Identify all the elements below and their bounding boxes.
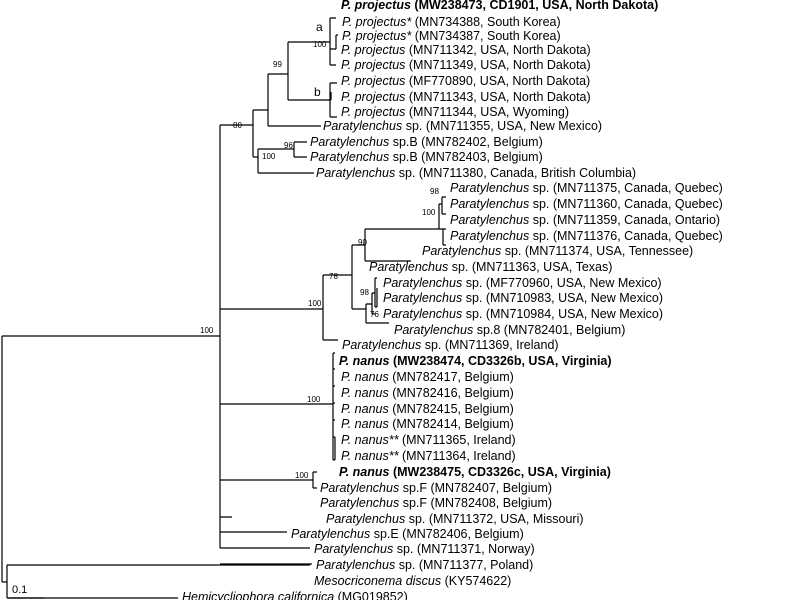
tip-label: P. nanus (MW238474, CD3326b, USA, Virgin… bbox=[339, 354, 612, 368]
support-value: 98 bbox=[430, 187, 439, 196]
support-value: 100 bbox=[313, 40, 327, 49]
tip-labels: P. projectus (MW238473, CD1901, USA, Nor… bbox=[182, 0, 723, 600]
clade-labels: a b bbox=[314, 20, 323, 99]
tip-label: Paratylenchus sp. (MN711372, USA, Missou… bbox=[326, 512, 584, 526]
tip-label: Paratylenchus sp. (MF770960, USA, New Me… bbox=[383, 276, 662, 290]
tip-label: P. nanus** (MN711364, Ireland) bbox=[341, 449, 516, 463]
tip-label: P. projectus* (MN734388, South Korea) bbox=[342, 15, 561, 29]
support-value: 100 bbox=[295, 471, 309, 480]
support-value: 98 bbox=[360, 288, 369, 297]
tip-label: Paratylenchus sp.B (MN782403, Belgium) bbox=[310, 150, 543, 164]
tree-branches bbox=[1, 17, 446, 599]
tip-label: Paratylenchus sp. (MN711376, Canada, Que… bbox=[450, 229, 723, 243]
tip-label: P. projectus (MN711343, USA, North Dakot… bbox=[341, 90, 591, 104]
tip-label: Paratylenchus sp.F (MN782408, Belgium) bbox=[320, 496, 552, 510]
tip-label: Hemicycliophora californica (MG019852) bbox=[182, 590, 408, 600]
support-value: 96 bbox=[284, 141, 293, 150]
tip-label: P. nanus (MN782416, Belgium) bbox=[341, 386, 514, 400]
tip-label: Paratylenchus sp. (MN711359, Canada, Ont… bbox=[450, 213, 720, 227]
tip-label: Paratylenchus sp. (MN711355, USA, New Me… bbox=[323, 119, 602, 133]
tip-label: Paratylenchus sp. (MN711374, USA, Tennes… bbox=[422, 244, 693, 258]
tip-label: Paratylenchus sp. (MN711377, Poland) bbox=[316, 558, 533, 572]
scale-bar: 0.1 bbox=[8, 584, 44, 599]
clade-label-b: b bbox=[314, 85, 321, 99]
tip-label: P. nanus (MN782415, Belgium) bbox=[341, 402, 514, 416]
support-value: 100 bbox=[308, 299, 322, 308]
tip-label: Paratylenchus sp. (MN711360, Canada, Que… bbox=[450, 197, 723, 211]
support-value: 99 bbox=[273, 60, 282, 69]
support-value: 76 bbox=[370, 310, 379, 319]
support-value: 90 bbox=[358, 238, 367, 247]
scale-bar-label: 0.1 bbox=[12, 584, 27, 596]
tip-label: P. nanus (MW238475, CD3326c, USA, Virgin… bbox=[339, 465, 611, 479]
tip-label: P. nanus (MN782414, Belgium) bbox=[341, 417, 514, 431]
tip-label: P. projectus (MN711342, USA, North Dakot… bbox=[341, 43, 591, 57]
tip-label: P. projectus* (MN734387, South Korea) bbox=[342, 29, 561, 43]
tip-label: Paratylenchus sp. (MN711363, USA, Texas) bbox=[369, 260, 612, 274]
support-value: 100 bbox=[307, 395, 321, 404]
support-values: 100 99 80 96 100 98 100 90 78 98 76 100 … bbox=[200, 40, 439, 480]
tip-label: Paratylenchus sp. (MN711380, Canada, Bri… bbox=[316, 166, 636, 180]
tip-label: Paratylenchus sp.B (MN782402, Belgium) bbox=[310, 135, 543, 149]
tip-label: Paratylenchus sp. (MN710984, USA, New Me… bbox=[383, 307, 663, 321]
support-value: 100 bbox=[262, 152, 276, 161]
support-value: 78 bbox=[329, 272, 338, 281]
support-value: 100 bbox=[422, 208, 436, 217]
tip-label: P. nanus (MN782417, Belgium) bbox=[341, 370, 514, 384]
tip-label: Paratylenchus sp. (MN711371, Norway) bbox=[314, 542, 535, 556]
tip-label: P. projectus (MW238473, CD1901, USA, Nor… bbox=[341, 0, 658, 12]
support-value: 100 bbox=[200, 326, 214, 335]
tip-label: P. nanus** (MN711365, Ireland) bbox=[341, 433, 516, 447]
tip-label: Paratylenchus sp.E (MN782406, Belgium) bbox=[291, 527, 524, 541]
tip-label: Paratylenchus sp. (MN710983, USA, New Me… bbox=[383, 291, 663, 305]
tip-label: Paratylenchus sp. (MN711369, Ireland) bbox=[342, 338, 559, 352]
tip-label: Paratylenchus sp. (MN711375, Canada, Que… bbox=[450, 181, 723, 195]
clade-label-a: a bbox=[316, 20, 323, 34]
tip-label: P. projectus (MN711344, USA, Wyoming) bbox=[341, 105, 569, 119]
tip-label: P. projectus (MF770890, USA, North Dakot… bbox=[341, 74, 590, 88]
tip-label: Mesocriconema discus (KY574622) bbox=[314, 574, 511, 588]
tip-label: Paratylenchus sp.F (MN782407, Belgium) bbox=[320, 481, 552, 495]
tip-label: P. projectus (MN711349, USA, North Dakot… bbox=[341, 58, 591, 72]
support-value: 80 bbox=[233, 121, 242, 130]
tip-label: Paratylenchus sp.8 (MN782401, Belgium) bbox=[394, 323, 625, 337]
